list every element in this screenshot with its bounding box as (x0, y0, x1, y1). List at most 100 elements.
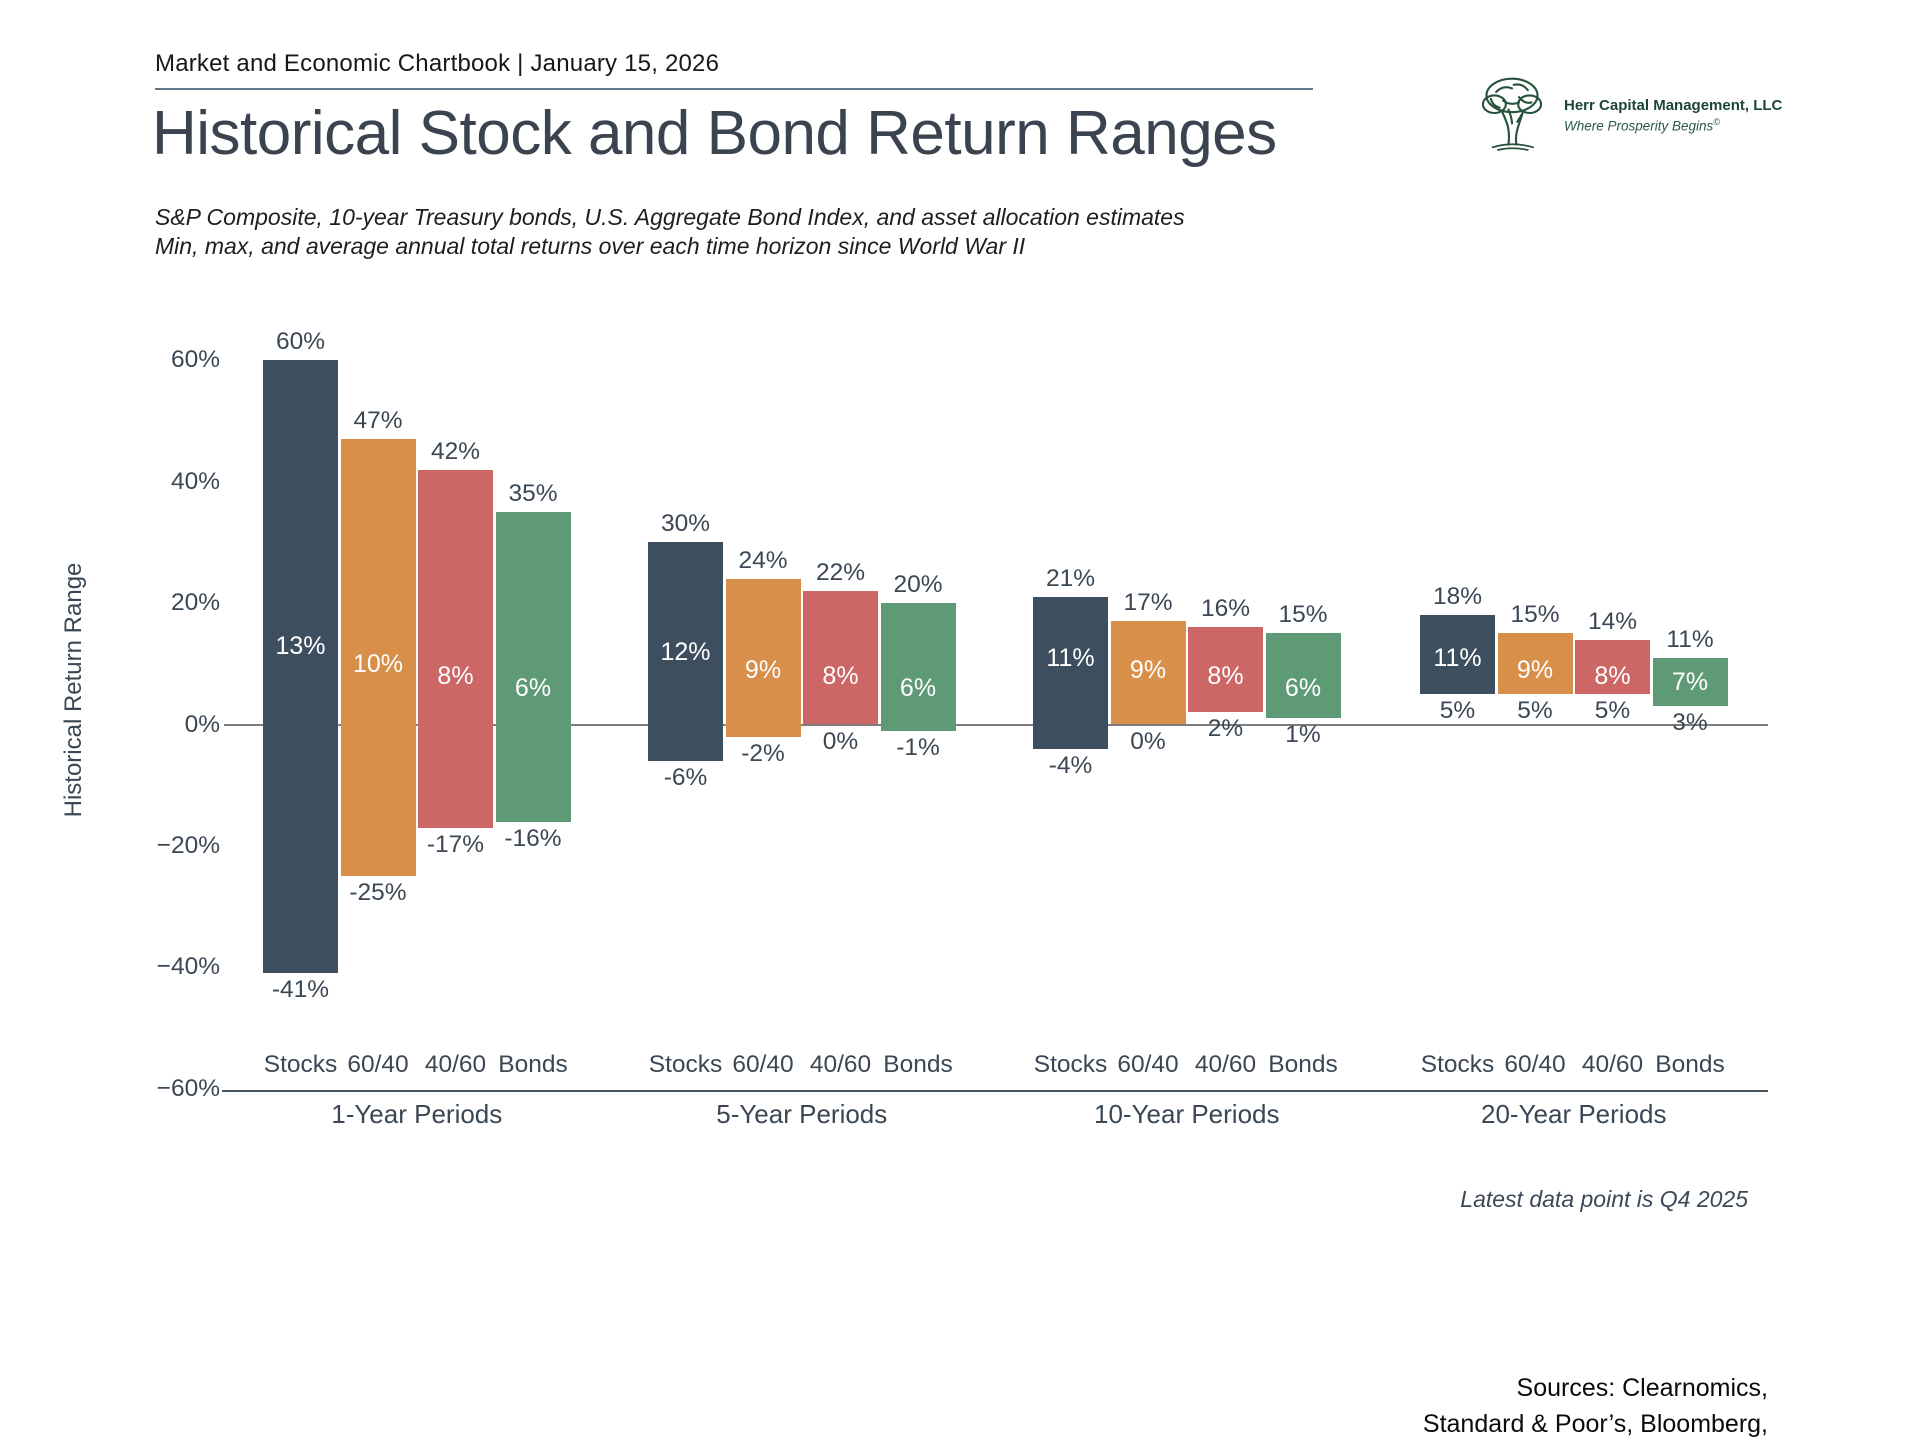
bar-max-label: 18% (1432, 583, 1483, 611)
bar-min-label: 0% (1130, 727, 1166, 755)
tree-icon (1481, 77, 1543, 151)
bar-min-label: 5% (1594, 697, 1631, 725)
bar-column-label: 60/40 (347, 1051, 409, 1078)
registered-mark: © (1713, 117, 1720, 127)
bar-avg-label: 10% (352, 649, 404, 678)
range-bar (1497, 633, 1573, 695)
bar-min-label: -25% (349, 879, 407, 907)
bar-column-label: 40/60 (1581, 1051, 1644, 1078)
range-bar (1652, 657, 1728, 707)
range-bar (263, 360, 338, 974)
bar-max-label: 21% (1045, 565, 1096, 593)
period-label: 10-Year Periods (1094, 1099, 1280, 1129)
bar-min-label: -4% (1048, 751, 1093, 779)
period-label: 5-Year Periods (716, 1099, 888, 1129)
y-tick-label: 40% (170, 467, 220, 495)
bar-column-label: Bonds (1268, 1051, 1338, 1078)
y-tick-label: 60% (170, 346, 220, 374)
page-title: Historical Stock and Bond Return Ranges (152, 99, 1277, 168)
logo-company-name: Herr Capital Management, LLC (1564, 97, 1783, 114)
sources-block: Sources: Clearnomics, Standard & Poor’s,… (1423, 1370, 1768, 1440)
range-bar (1188, 627, 1263, 713)
bar-avg-label: 11% (1433, 643, 1482, 672)
bar-column-label: Bonds (883, 1051, 953, 1078)
range-bar (803, 590, 878, 725)
bar-max-label: 15% (1278, 601, 1328, 629)
bar-avg-label: 6% (514, 674, 552, 703)
chartbook-header: Market and Economic Chartbook | January … (155, 50, 720, 77)
sources-line: Sources: Clearnomics, (1516, 1374, 1768, 1402)
bar-column-label: 60/40 (732, 1051, 794, 1078)
company-logo: Herr Capital Management, LLC Where Prosp… (1468, 66, 1848, 161)
bar-avg-label: 12% (660, 637, 711, 666)
bar-max-label: 22% (815, 558, 866, 586)
logo-tagline: Where Prosperity Begins© (1564, 117, 1720, 134)
bar-column-label: Bonds (498, 1051, 568, 1078)
bar-min-label: -17% (426, 830, 485, 858)
bar-avg-label: 9% (1516, 655, 1554, 684)
bar-avg-label: 13% (275, 631, 326, 660)
bar-max-label: 16% (1200, 595, 1251, 623)
bar-min-label: -6% (663, 763, 708, 791)
bar-min-label: 1% (1285, 721, 1321, 749)
bar-max-label: 47% (353, 407, 403, 435)
period-label: 1-Year Periods (331, 1099, 503, 1129)
bar-column-label: 60/40 (1504, 1051, 1566, 1078)
bar-min-label: -16% (504, 824, 562, 852)
bar-column-label: Stocks (1033, 1051, 1108, 1078)
bar-column-label: 60/40 (1117, 1051, 1179, 1078)
range-bar (648, 542, 723, 761)
bar-max-label: 15% (1510, 601, 1560, 629)
bar-min-label: 3% (1672, 709, 1708, 737)
bar-min-label: -41% (271, 976, 330, 1004)
range-bar (1420, 615, 1495, 695)
range-bar (340, 439, 416, 877)
range-bar (725, 578, 801, 737)
bar-avg-label: 6% (899, 674, 937, 703)
bar-avg-label: 8% (437, 661, 474, 690)
bar-max-label: 42% (430, 437, 481, 465)
zero-axis-line (224, 724, 1768, 726)
header-divider (155, 88, 1313, 90)
range-bar (1265, 633, 1341, 719)
y-tick-label: −20% (156, 831, 220, 859)
range-bar (880, 603, 956, 731)
period-label: 20-Year Periods (1481, 1099, 1667, 1129)
range-bar (1033, 597, 1108, 749)
bar-min-label: 5% (1517, 697, 1553, 725)
sources-line: Standard & Poor’s, Bloomberg, (1422, 1410, 1768, 1438)
bar-min-label: -1% (896, 733, 940, 761)
bar-min-label: 0% (822, 727, 859, 755)
bar-min-label: 2% (1207, 715, 1244, 743)
bar-avg-label: 8% (1207, 661, 1244, 690)
bar-max-label: 11% (1666, 625, 1714, 653)
bar-min-label: -2% (741, 739, 785, 767)
subtitle-line-1: S&P Composite, 10-year Treasury bonds, U… (155, 204, 1185, 230)
bar-column-label: 40/60 (809, 1051, 872, 1078)
bar-min-label: 5% (1439, 697, 1476, 725)
bar-column-label: Stocks (648, 1051, 723, 1078)
bar-avg-label: 8% (822, 661, 859, 690)
bar-max-label: 17% (1123, 589, 1173, 617)
range-bar (495, 512, 571, 822)
bottom-axis-line (222, 1090, 1768, 1092)
bar-column-label: Bonds (1655, 1051, 1725, 1078)
range-bar (418, 469, 493, 828)
y-tick-label: −60% (156, 1074, 220, 1102)
bar-avg-label: 6% (1284, 674, 1322, 703)
bar-max-label: 35% (508, 480, 558, 508)
subtitle-line-2: Min, max, and average annual total retur… (155, 233, 1026, 259)
y-tick-label: 0% (184, 710, 220, 738)
bar-avg-label: 9% (744, 655, 782, 684)
y-tick-label: −40% (156, 953, 220, 981)
range-bar (1110, 621, 1186, 725)
bar-avg-label: 9% (1129, 655, 1167, 684)
bar-max-label: 24% (738, 546, 788, 574)
bar-max-label: 30% (660, 510, 711, 538)
bar-column-label: Stocks (1420, 1051, 1495, 1078)
bar-column-label: 40/60 (1194, 1051, 1257, 1078)
bar-avg-label: 8% (1594, 661, 1631, 690)
bar-avg-label: 7% (1671, 668, 1709, 696)
